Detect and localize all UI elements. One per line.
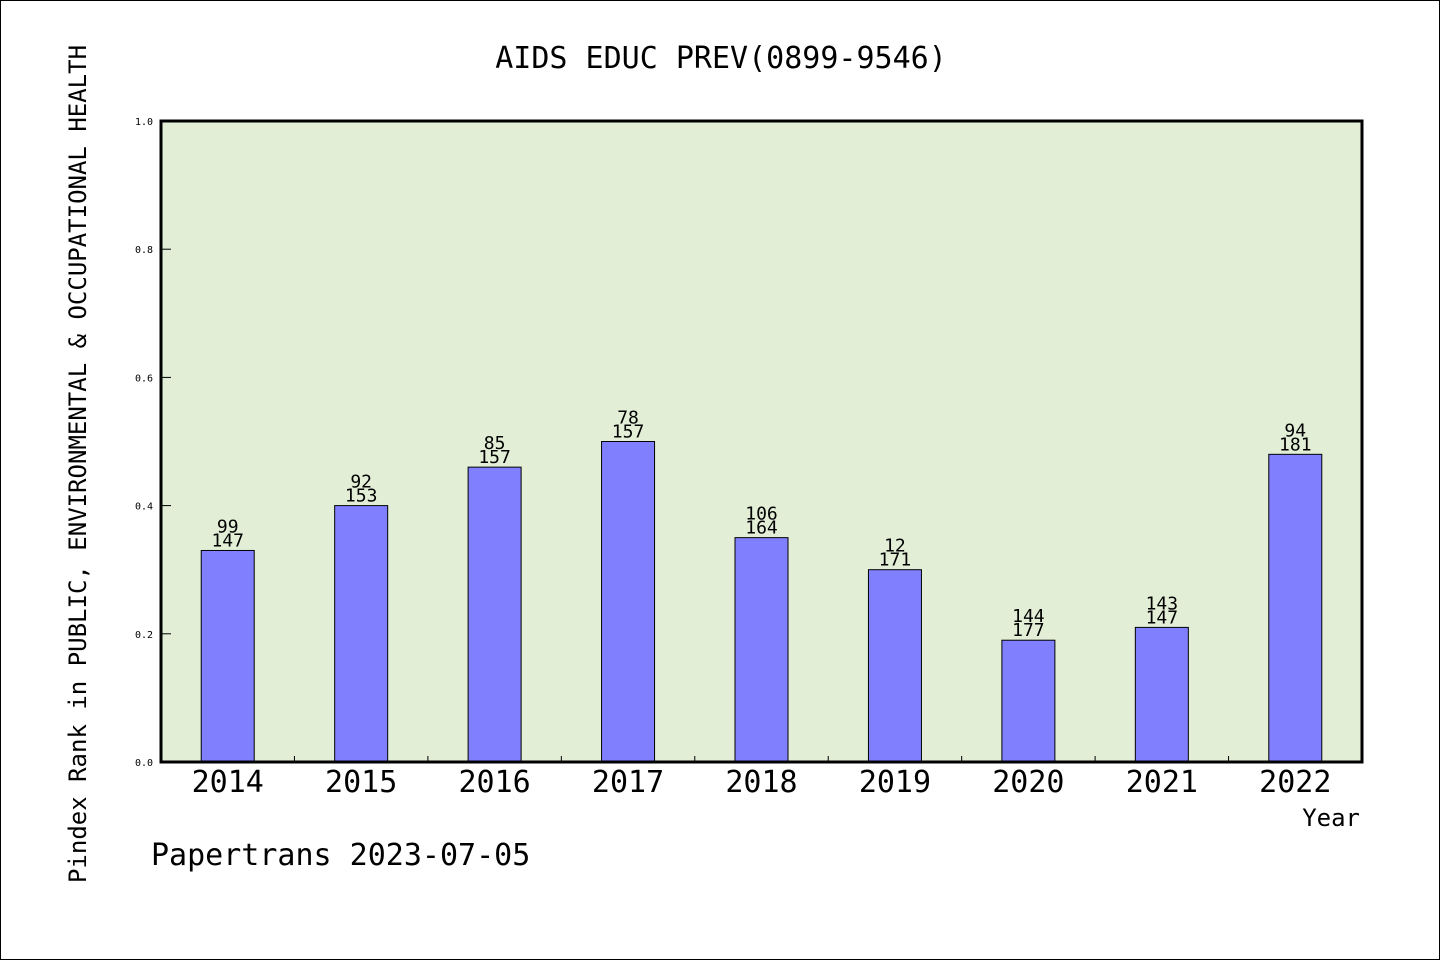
bar-label-top-2016: 85 [484,433,506,454]
bar-label-top-2022: 94 [1284,420,1306,441]
y-tick-label-0.8: 0.8 [135,245,153,256]
bar-2019 [867,569,922,763]
x-tick-label-2020: 2020 [992,765,1064,800]
x-tick-label-2018: 2018 [725,765,797,800]
bar-label-bottom-2016: 157 [478,447,511,468]
bar-label-bottom-2020: 177 [1012,620,1045,641]
plot-frame [159,119,1364,764]
bar-label-top-2015: 92 [350,472,372,493]
bars-layer [200,441,1323,763]
bar-2017 [601,441,656,763]
x-tick-label-2017: 2017 [592,765,664,800]
x-tick-label-2019: 2019 [859,765,931,800]
bar-label-bottom-2021: 147 [1146,607,1179,628]
footer-credit: Papertrans 2023-07-05 [151,838,530,873]
x-tick-label-2021: 2021 [1126,765,1198,800]
bar-label-top-2017: 78 [617,408,639,429]
bar-label-bottom-2019: 171 [879,550,912,571]
data-labels-layer: 9914792153851577815710616412171144177143… [211,408,1311,642]
y-tick-label-0.4: 0.4 [135,502,153,513]
bar-label-top-2014: 99 [217,516,239,537]
bar-2015 [334,505,389,763]
bar-2016 [467,466,522,763]
y-tick-label-1.0: 1.0 [135,117,153,128]
bar-2018 [734,537,789,763]
bar-label-top-2019: 12 [884,536,906,557]
y-tick-label-0.2: 0.2 [135,630,153,641]
chart-title: AIDS EDUC PREV(0899-9546) [495,41,947,76]
bar-2022 [1268,453,1323,763]
bar-label-bottom-2018: 164 [745,518,778,539]
y-tick-label-0.0: 0.0 [135,758,153,769]
bar-label-bottom-2017: 157 [612,422,645,443]
bar-label-bottom-2022: 181 [1279,434,1312,455]
bar-label-bottom-2015: 153 [345,486,378,507]
bar-label-top-2020: 144 [1012,606,1045,627]
bar-label-top-2018: 106 [745,504,778,525]
x-tick-label-2014: 2014 [192,765,264,800]
bar-label-top-2021: 143 [1146,593,1179,614]
x-tick-label-2022: 2022 [1259,765,1331,800]
x-tick-label-2015: 2015 [325,765,397,800]
y-axis-label: Pindex Rank in PUBLIC, ENVIRONMENTAL & O… [64,45,92,883]
bar-2014 [200,549,255,763]
x-axis-ticks: 2014 2015 2016 2017 2018 2019 2020 2021 2022 [192,756,1331,800]
x-tick-label-2016: 2016 [458,765,530,800]
bar-label-bottom-2014: 147 [211,530,244,551]
x-axis-label: Year [1302,804,1360,832]
bar-2020 [1001,639,1056,763]
bar-2021 [1134,626,1189,763]
y-tick-label-0.6: 0.6 [135,373,153,384]
